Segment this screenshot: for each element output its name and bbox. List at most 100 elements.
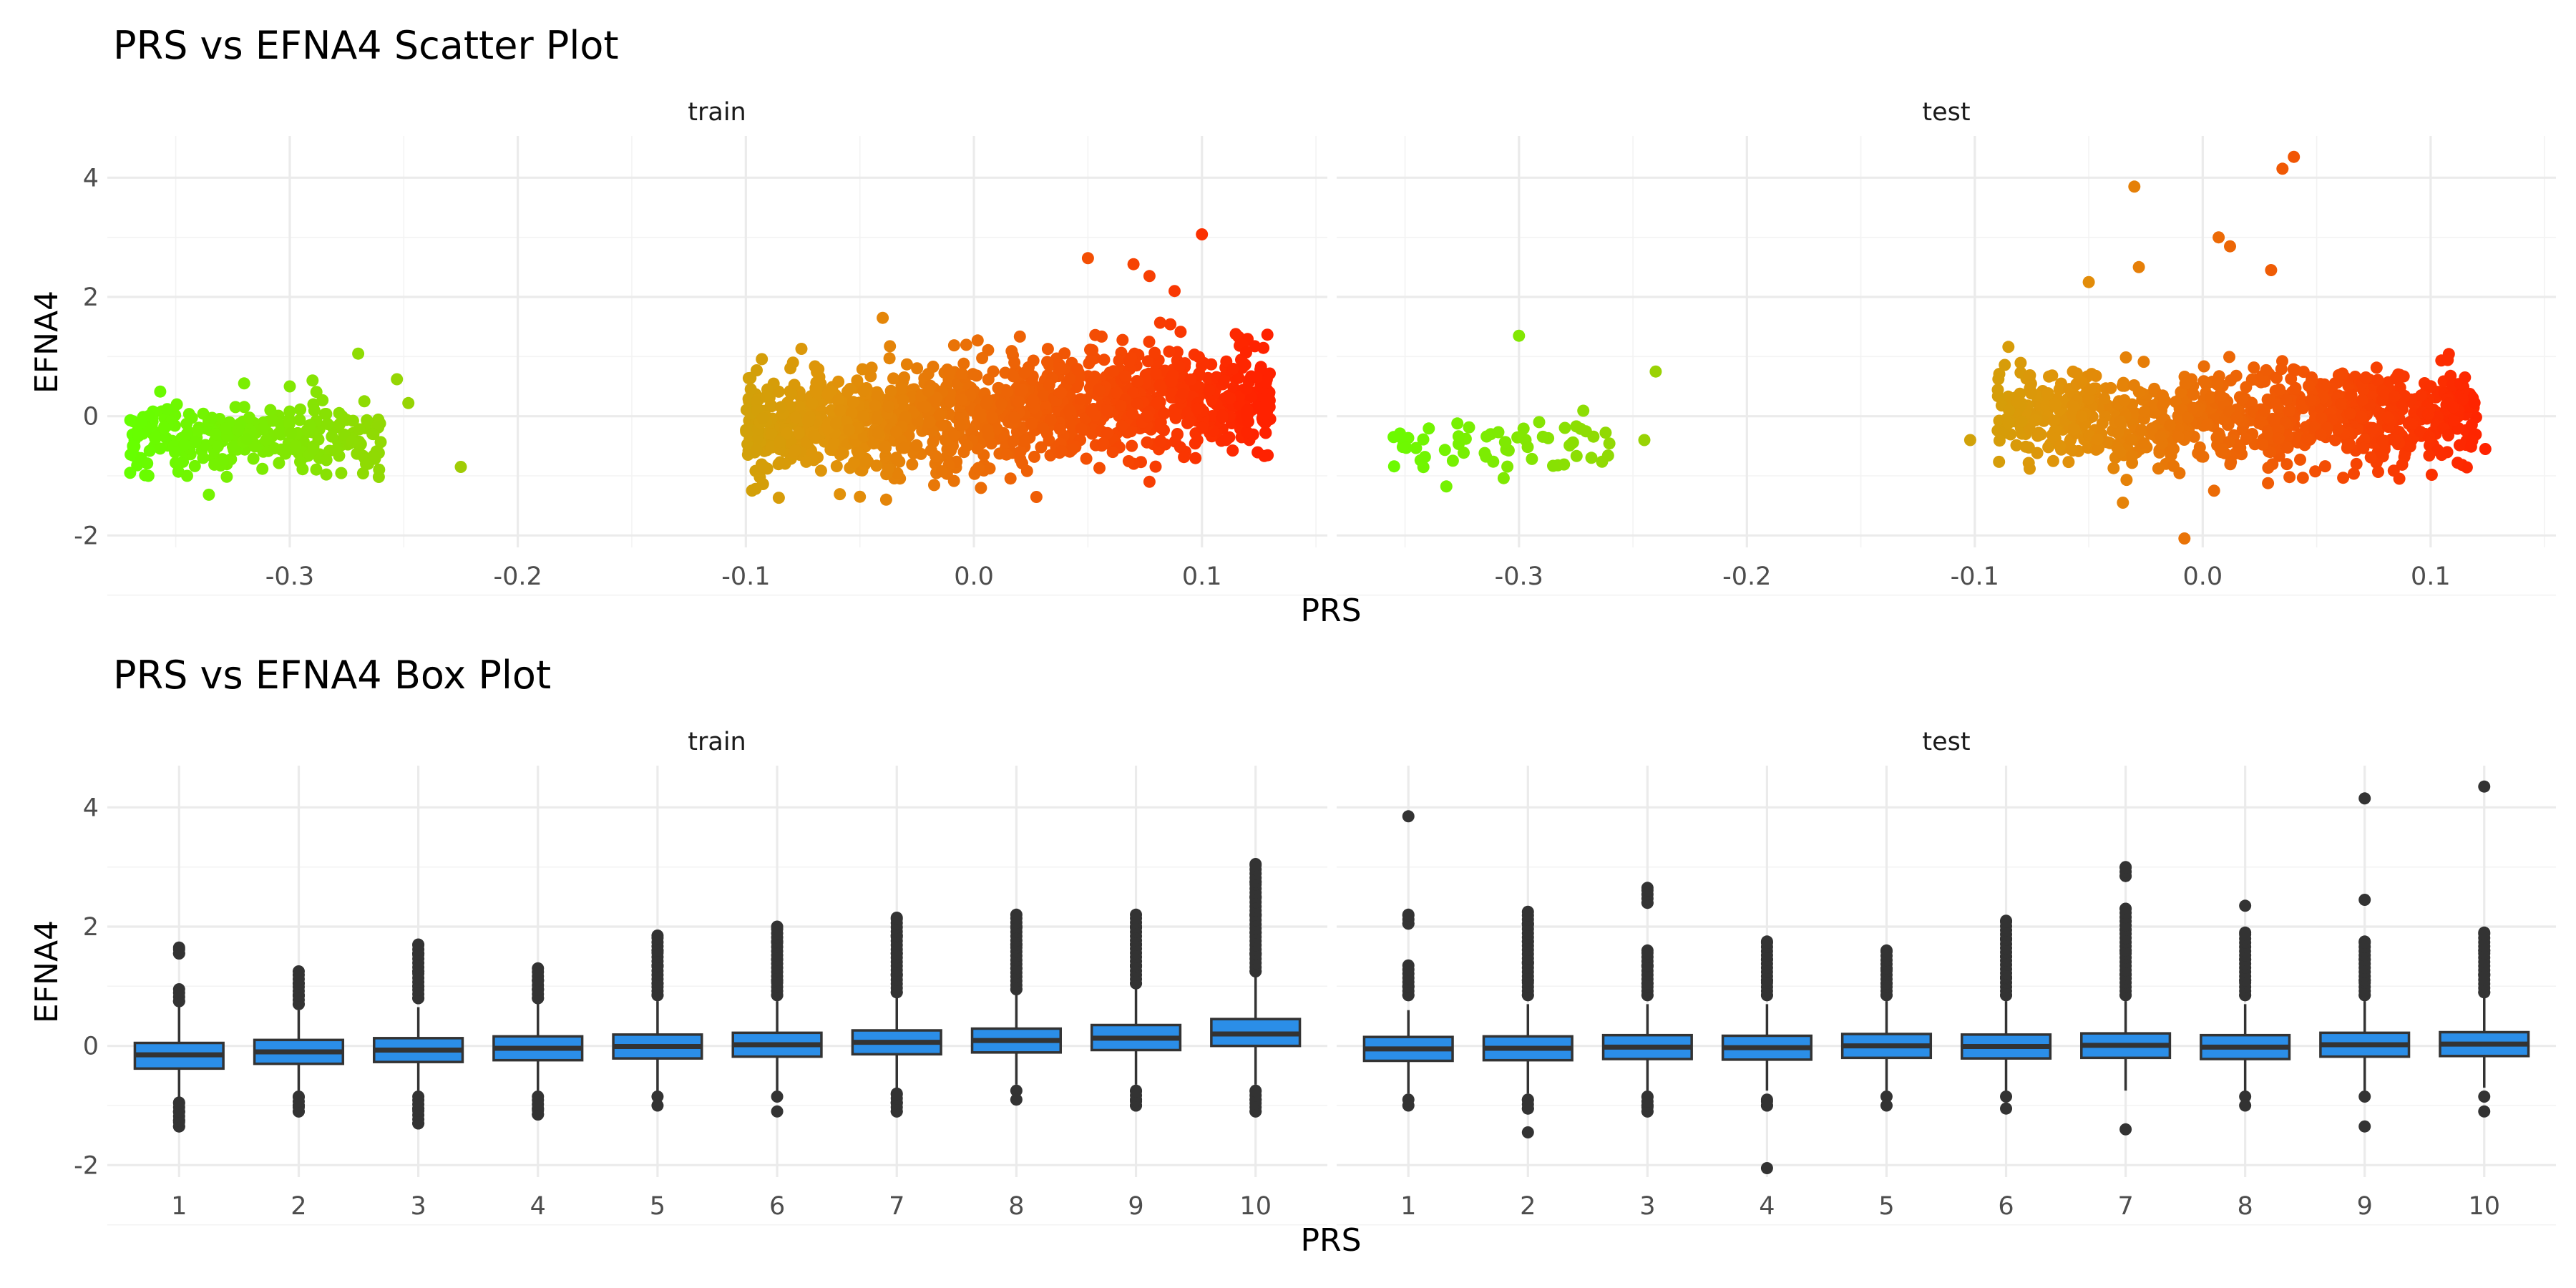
scatter-point (1558, 421, 1571, 434)
scatter-point (1189, 452, 1202, 464)
y-tick-label: 4 (83, 164, 99, 192)
x-tick-label: 6 (769, 1192, 785, 1221)
scatter-point (1028, 450, 1040, 463)
scatter-point (810, 376, 823, 389)
scatter-point (1119, 370, 1132, 382)
scatter-point (1410, 441, 1423, 454)
scatter-point (2117, 497, 2129, 509)
scatter-point (1178, 451, 1191, 464)
box-strip-test: test (1922, 728, 1970, 756)
scatter-point (310, 463, 323, 476)
scatter-point (1240, 346, 1252, 359)
scatter-point (2224, 240, 2236, 253)
scatter-point (2223, 351, 2235, 364)
scatter-point (2376, 434, 2389, 447)
scatter-point (1055, 362, 1068, 375)
scatter-point (792, 426, 805, 439)
scatter-point (274, 428, 287, 441)
scatter-point (238, 401, 250, 414)
scatter-point (2155, 430, 2167, 443)
scatter-point (1229, 328, 1242, 341)
scatter-point (2084, 384, 2097, 396)
scatter-point (1123, 355, 1136, 368)
scatter-point (2082, 393, 2094, 406)
scatter-point (2235, 393, 2248, 406)
box-10 (1210, 858, 1302, 1118)
outlier-point (2478, 927, 2491, 940)
scatter-point (320, 468, 333, 481)
scatter-point (1107, 365, 1120, 378)
scatter-point (2423, 449, 2436, 462)
scatter-point (922, 368, 935, 381)
scatter-point (971, 334, 984, 347)
scatter-point (308, 404, 321, 417)
scatter-point (741, 438, 754, 451)
scatter-point (2387, 464, 2400, 477)
scatter-point (898, 371, 911, 384)
scatter-point (744, 383, 757, 396)
scatter-point (1252, 401, 1265, 414)
scatter-point (785, 388, 798, 401)
scatter-point (1169, 411, 1182, 424)
outlier-point (1521, 909, 1534, 922)
scatter-point (1097, 437, 1110, 449)
scatter-point (2092, 433, 2104, 446)
scatter-point (935, 419, 948, 431)
outlier-point (532, 965, 545, 978)
scatter-point (1111, 386, 1123, 399)
scatter-point (307, 443, 320, 456)
scatter-point (154, 442, 167, 455)
scatter-point (927, 425, 940, 438)
scatter-point (742, 372, 755, 384)
scatter-point (1446, 454, 1459, 467)
scatter-y-axis-label: EFNA4 (29, 291, 65, 394)
scatter-point (1131, 375, 1144, 388)
outlier-point (1402, 963, 1415, 976)
scatter-point (882, 463, 894, 476)
scatter-point (1037, 389, 1050, 402)
scatter-point (1041, 343, 1054, 356)
scatter-y-tick-labels: -2 0 2 4 (74, 164, 99, 550)
scatter-point (1065, 419, 1078, 432)
scatter-point (1603, 437, 1616, 450)
scatter-point (1013, 395, 1025, 408)
scatter-point (240, 433, 253, 446)
scatter-point (1423, 422, 1435, 435)
scatter-point (2457, 393, 2469, 406)
scatter-point (1053, 423, 1066, 436)
scatter-point (2348, 467, 2360, 480)
scatter-point (367, 449, 380, 462)
box-4 (1721, 935, 1813, 1174)
scatter-point (2043, 370, 2055, 383)
scatter-point (180, 428, 193, 441)
scatter-point (1080, 452, 1093, 465)
scatter-point (935, 465, 948, 478)
scatter-point (857, 384, 870, 397)
x-tick-label: 2 (1520, 1192, 1536, 1221)
scatter-point (774, 436, 786, 449)
scatter-point (1196, 228, 1209, 240)
scatter-point (243, 411, 255, 424)
scatter-point (285, 426, 298, 439)
scatter-point (2466, 434, 2479, 447)
x-tick-label: 3 (1639, 1192, 1655, 1221)
scatter-point (2054, 439, 2067, 452)
scatter-point (775, 401, 788, 414)
scatter-point (2406, 417, 2419, 430)
scatter-point (2425, 469, 2438, 481)
scatter-point (2172, 430, 2185, 443)
scatter-point (1143, 475, 1156, 488)
scatter-point (981, 424, 994, 436)
scatter-point (402, 396, 415, 409)
scatter-point (2421, 408, 2434, 421)
scatter-point (266, 414, 279, 427)
scatter-point (1501, 460, 1514, 473)
scatter-point (906, 458, 919, 471)
x-tick-label: 3 (410, 1192, 426, 1221)
scatter-point (1526, 452, 1538, 465)
scatter-point (879, 493, 892, 506)
scatter-point (2415, 389, 2428, 402)
scatter-point (851, 374, 864, 387)
scatter-point (1071, 363, 1083, 376)
scatter-point (751, 395, 763, 408)
